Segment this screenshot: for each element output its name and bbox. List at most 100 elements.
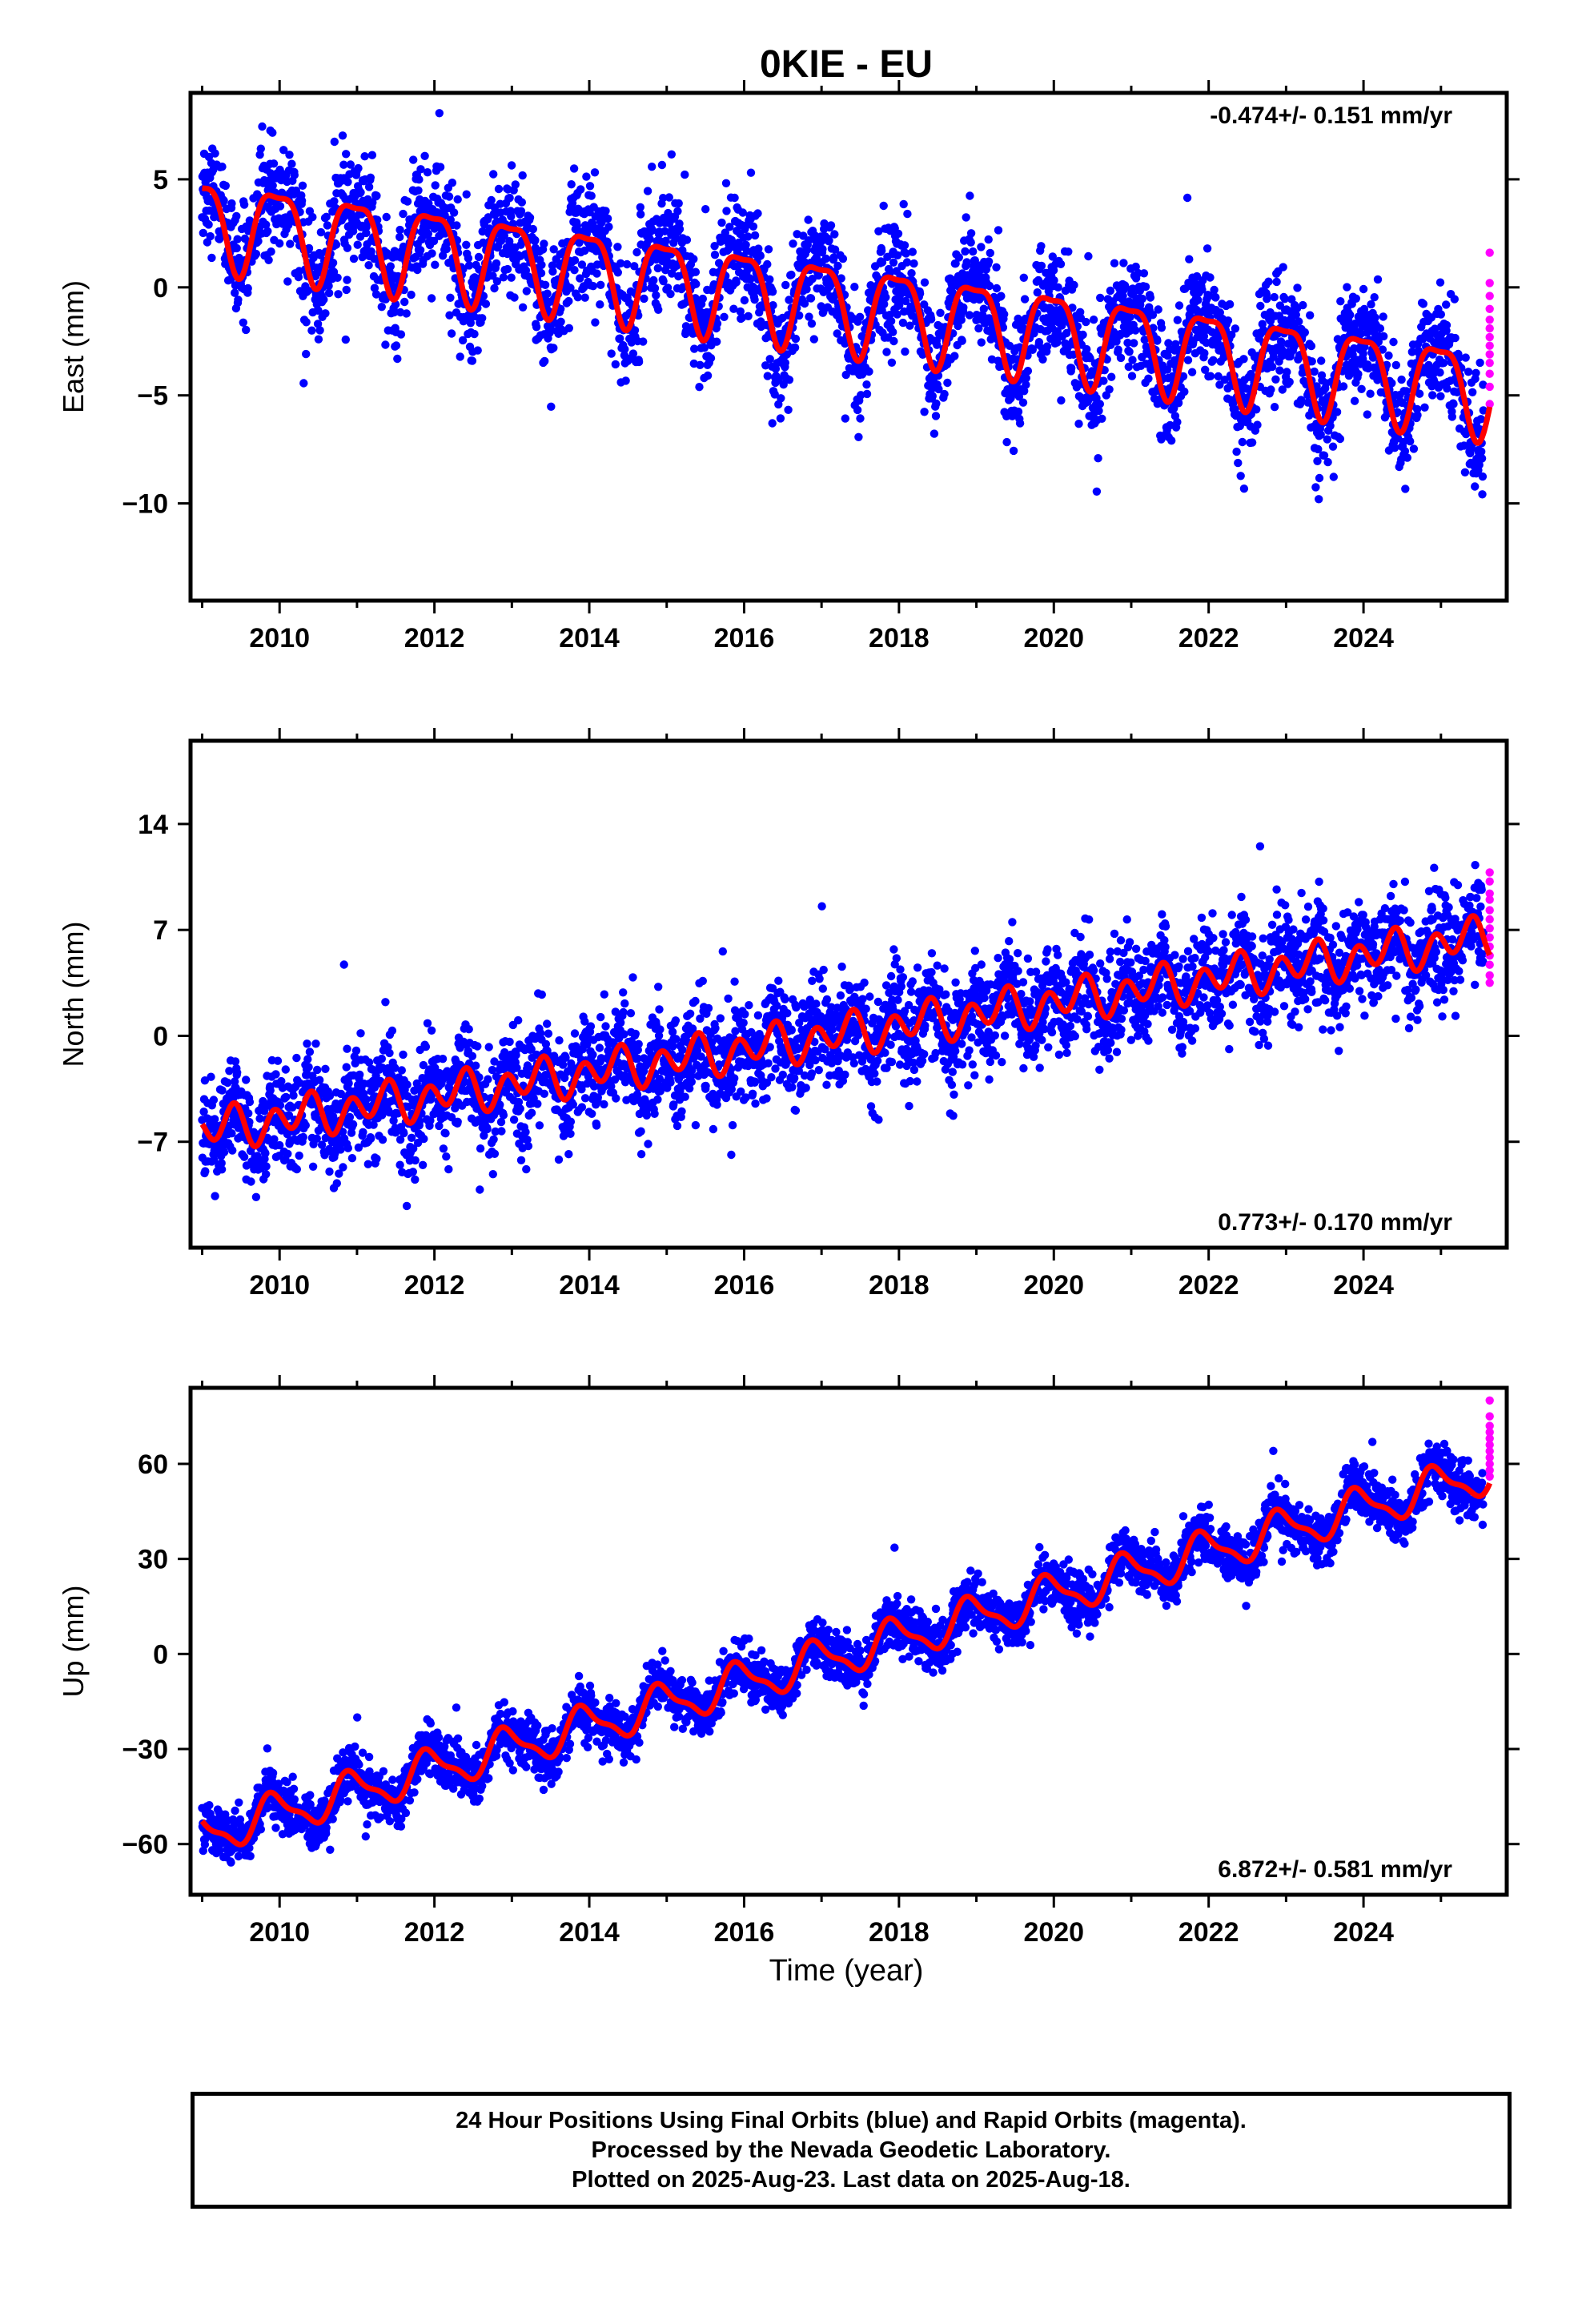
final-point [1148, 311, 1158, 320]
final-point [1314, 444, 1323, 454]
final-point [657, 160, 667, 170]
final-point [998, 323, 1008, 332]
final-point [1390, 444, 1399, 452]
final-point [1214, 332, 1223, 342]
final-point [556, 304, 565, 313]
final-point [898, 318, 908, 328]
final-point [308, 212, 317, 222]
final-point [1407, 348, 1417, 356]
final-point [600, 990, 608, 999]
final-point [488, 1170, 497, 1179]
final-point [335, 1169, 343, 1178]
final-point [377, 1054, 386, 1063]
final-point [1120, 281, 1130, 290]
final-point [342, 1063, 351, 1072]
final-point [732, 278, 741, 287]
final-point [838, 254, 848, 263]
final-point [1225, 300, 1235, 309]
final-point [634, 357, 644, 367]
final-point [298, 181, 307, 190]
final-point [1252, 405, 1261, 414]
final-point [580, 1094, 590, 1103]
final-point [1154, 305, 1162, 314]
final-point [356, 188, 365, 197]
final-point [239, 1152, 249, 1161]
final-point [1194, 296, 1203, 304]
final-point [1215, 380, 1224, 389]
final-point [1162, 365, 1172, 374]
final-point [1359, 304, 1369, 314]
final-point [745, 275, 755, 284]
final-point [818, 244, 827, 254]
final-point [642, 1111, 651, 1120]
final-point [588, 282, 598, 291]
final-point [570, 1029, 580, 1038]
final-point [554, 1155, 564, 1164]
x-tick-label: 2010 [249, 623, 310, 653]
final-point [489, 1135, 498, 1144]
final-point [1173, 316, 1182, 324]
final-point [1053, 338, 1062, 347]
final-point [1449, 400, 1458, 408]
final-point [314, 335, 323, 344]
final-point [1311, 483, 1320, 492]
final-point [781, 280, 790, 290]
final-point [227, 1129, 236, 1138]
final-point [850, 283, 859, 292]
final-point [232, 243, 241, 253]
rapid-point [1485, 324, 1494, 333]
final-point [1214, 372, 1223, 381]
final-point [1049, 266, 1058, 275]
final-point [649, 275, 658, 285]
final-point [1329, 472, 1339, 481]
final-point [441, 1129, 450, 1138]
final-point [585, 182, 595, 191]
final-point [749, 222, 758, 231]
final-point [524, 1141, 533, 1151]
final-point [289, 1091, 298, 1100]
final-point [675, 224, 685, 234]
final-point [505, 1037, 514, 1047]
final-point [667, 150, 676, 159]
final-point [1127, 372, 1137, 380]
final-point [1368, 353, 1378, 362]
final-point [756, 251, 765, 260]
final-point [886, 316, 896, 326]
final-point [364, 183, 374, 191]
rapid-point [1485, 248, 1494, 257]
final-point [616, 334, 624, 343]
final-point [595, 1043, 604, 1052]
final-point [312, 1134, 321, 1143]
final-point [490, 283, 499, 293]
final-point [934, 384, 943, 394]
final-point [1180, 387, 1189, 396]
final-point [413, 265, 422, 275]
final-point [626, 1009, 636, 1018]
final-point [830, 245, 840, 254]
final-point [305, 1047, 315, 1056]
final-point [339, 160, 348, 169]
final-point [367, 151, 377, 159]
final-point [416, 165, 425, 174]
final-point [507, 273, 516, 282]
final-point [219, 1148, 229, 1156]
final-point [744, 232, 753, 241]
final-point [341, 335, 350, 344]
final-point [263, 227, 272, 235]
final-point [201, 1167, 210, 1176]
final-point [292, 1053, 301, 1063]
rapid-point [1485, 316, 1494, 324]
final-point [543, 1019, 552, 1028]
final-point [1144, 374, 1153, 383]
final-point [414, 186, 423, 195]
final-point [808, 275, 817, 283]
final-point [403, 1080, 412, 1089]
final-point [533, 1100, 542, 1108]
final-point [928, 392, 938, 400]
final-point [355, 1070, 364, 1080]
final-point [324, 281, 333, 291]
final-point [497, 1127, 506, 1136]
final-point [464, 261, 474, 270]
panel-east: 2010 2012 2014 2016 2018 2020 2022 202450−5−10E… [57, 80, 1520, 653]
final-point [1478, 490, 1487, 499]
